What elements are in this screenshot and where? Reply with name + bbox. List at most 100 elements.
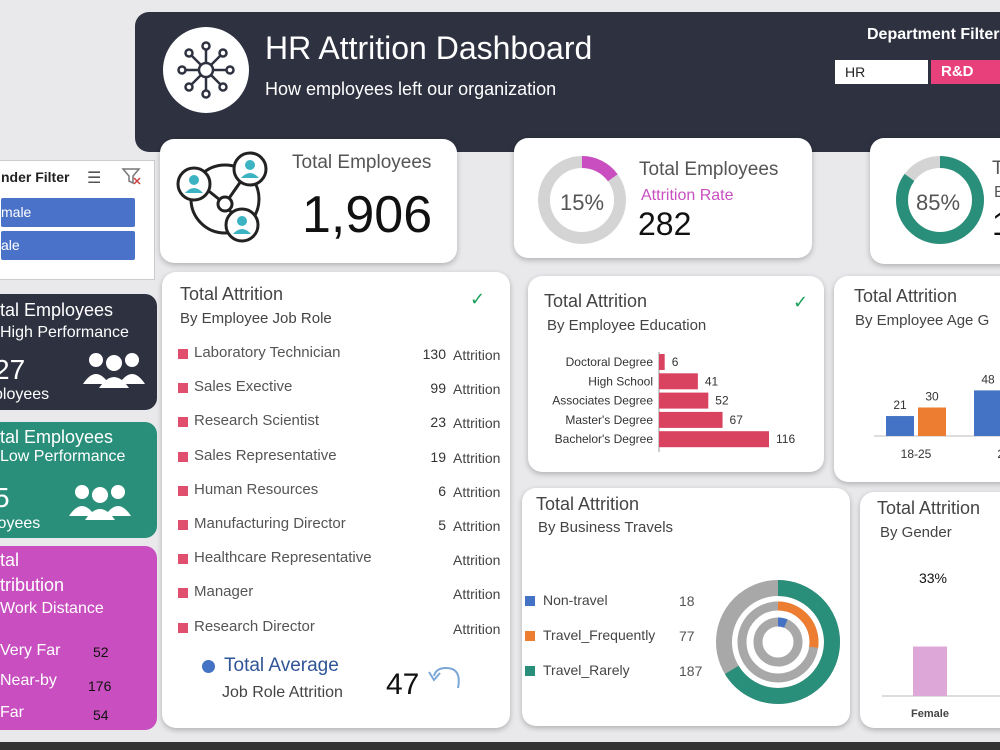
job-role-value: 5	[438, 517, 446, 533]
age-value-label: 21	[893, 398, 907, 412]
education-value-label: 52	[715, 394, 729, 408]
attrition-by-age-card: Total Attrition By Employee Age G 21 30 18…	[834, 276, 1000, 482]
attrition-rate-percent: 15%	[560, 190, 605, 215]
education-title: Total Attrition	[544, 291, 648, 311]
travel-legend-item: Travel_Rarely 187	[525, 662, 705, 682]
age-bar	[974, 390, 1000, 436]
work-distance-sublabel: Work Distance	[0, 600, 104, 617]
education-category-label: Bachelor's Degree	[555, 432, 654, 446]
job-role-name: Manager	[194, 583, 254, 601]
gender-category-label: Female	[911, 708, 949, 720]
role-marker-icon	[178, 485, 188, 496]
role-marker-icon	[178, 588, 188, 599]
age-bar	[918, 407, 946, 436]
travel-legend-item: Non-travel 18	[525, 592, 705, 612]
job-role-name: Sales Exective	[194, 378, 293, 396]
job-role-value: 19	[430, 448, 446, 465]
job-role-row: Human Resources 6 Attrition	[178, 480, 500, 503]
multi-select-icon[interactable]: ☰	[87, 170, 102, 187]
gender-subtitle: By Gender	[880, 524, 952, 541]
high-performance-label: tal Employees	[0, 300, 114, 320]
education-bar	[659, 392, 709, 409]
role-marker-icon	[178, 417, 188, 428]
legend-swatch	[525, 596, 535, 606]
education-category-label: High School	[588, 374, 653, 388]
age-bar-chart: 21 30 18-25 48 26	[874, 372, 1000, 461]
job-role-unit: Attrition	[453, 449, 501, 466]
work-distance-label-line2: tribution	[0, 575, 65, 595]
education-category-label: Doctoral Degree	[566, 355, 654, 369]
attrition-rate-sublabel: Attrition Rate	[641, 187, 734, 204]
department-option-hr[interactable]: HR	[835, 60, 928, 84]
travel-ring-segment	[737, 601, 819, 683]
active-rate-donut	[896, 156, 984, 244]
travel-legend-value: 18	[679, 593, 695, 609]
gender-option-female[interactable]: ale	[1, 231, 135, 260]
job-role-row: Manager Attrition	[178, 583, 500, 605]
role-marker-icon	[178, 451, 188, 462]
people-group-icon	[82, 350, 146, 393]
low-performance-value: 5	[0, 482, 10, 513]
education-bar	[659, 373, 698, 390]
gender-option-male[interactable]: male	[1, 198, 135, 227]
job-role-name: Human Resources	[194, 480, 319, 498]
clear-filter-icon[interactable]	[121, 166, 141, 191]
gender-filter-slicer: nder Filter ☰ male ale	[0, 160, 155, 280]
low-performance-card: tal Employees Low Performance 5 loyees	[0, 422, 157, 538]
job-role-name: Healthcare Representative	[194, 549, 372, 567]
job-role-row: Sales Representative 19 Attrition	[178, 446, 501, 469]
attrition-by-education-card: Total Attrition By Employee Education ✓ …	[528, 276, 824, 472]
distance-very-far-label: Very Far	[0, 642, 61, 659]
job-role-row: Laboratory Technician 130 Attrition	[178, 344, 501, 366]
travel-legend-item: Travel_Frequently 77	[525, 627, 705, 647]
education-value-label: 41	[705, 374, 719, 388]
active-rate-percent: 85%	[916, 190, 961, 215]
travel-ring-segment	[753, 617, 803, 667]
travel-ring-chart	[716, 580, 840, 704]
job-role-title: Total Attrition	[180, 284, 284, 304]
travel-legend-label: Non-travel	[543, 592, 608, 608]
total-employees-label: Total Employees	[292, 152, 432, 173]
job-role-name: Sales Representative	[194, 446, 337, 464]
travel-ring-track	[753, 617, 803, 667]
age-value-label: 30	[925, 390, 939, 404]
people-group-icon	[68, 482, 132, 525]
distance-near-by-label: Near-by	[0, 672, 57, 689]
travel-legend-value: 77	[679, 628, 695, 644]
role-marker-icon	[178, 554, 188, 565]
department-option-rd[interactable]: R&D	[931, 60, 1000, 84]
attrition-rate-label: Total Employees	[639, 159, 779, 180]
education-bar-chart: Doctoral Degree 6 High School 41 Associates …	[552, 352, 795, 452]
attrition-rate-donut	[538, 156, 626, 244]
age-category-label: 26	[997, 447, 1000, 461]
job-role-name: Research Scientist	[194, 412, 320, 430]
attrition-by-business-travel-card: Total Attrition By Business Travels Non-…	[522, 488, 850, 726]
network-logo-icon	[163, 27, 249, 113]
dashboard-header: HR Attrition Dashboard How employees lef…	[135, 12, 1000, 152]
job-role-name: Laboratory Technician	[194, 344, 341, 361]
job-role-unit: Attrition	[453, 347, 501, 363]
gender-value-label: 33%	[919, 570, 947, 586]
education-bar	[659, 354, 665, 370]
bullet-dot-icon	[202, 660, 215, 673]
distance-near-by-value: 176	[88, 678, 112, 694]
gender-filter-title: nder Filter	[1, 169, 70, 185]
job-role-row: Healthcare Representative Attrition	[178, 549, 501, 571]
attrition-count-value: 282	[638, 206, 692, 242]
high-performance-value: 27	[0, 354, 26, 385]
total-average-value: 47	[386, 668, 420, 701]
job-role-unit: Attrition	[453, 552, 501, 569]
total-employees-value: 1,906	[302, 186, 433, 244]
job-role-row: Research Scientist 23 Attrition	[178, 412, 500, 434]
age-title: Total Attrition	[854, 286, 958, 306]
distance-far-label: Far	[0, 704, 24, 721]
attrition-by-gender-card: Total Attrition By Gender 33% Female	[860, 492, 1000, 728]
active-employees-card: 85% T E 1	[870, 138, 1000, 264]
education-category-label: Master's Degree	[565, 413, 653, 427]
education-bar	[659, 411, 723, 428]
job-role-unit: Attrition	[453, 381, 501, 398]
total-employees-card: Total Employees 1,906	[160, 139, 457, 263]
trend-arrow-icon	[428, 662, 464, 697]
age-subtitle: By Employee Age G	[855, 312, 990, 329]
travel-legend-label: Travel_Rarely	[543, 662, 630, 678]
